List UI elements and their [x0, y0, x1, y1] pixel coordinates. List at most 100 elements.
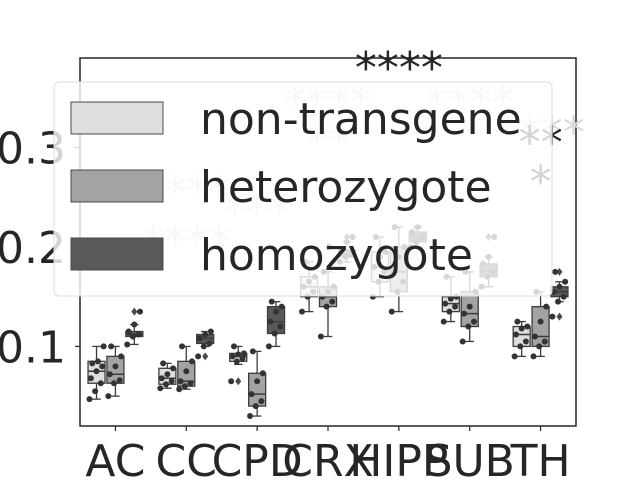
data-point — [517, 343, 524, 350]
data-point — [135, 331, 142, 338]
data-point — [196, 335, 203, 342]
data-point — [541, 338, 548, 345]
data-point — [118, 353, 125, 360]
box-CPD-homozygote — [265, 298, 286, 350]
data-point — [470, 318, 477, 325]
data-point — [273, 308, 280, 315]
data-point — [112, 363, 119, 370]
x-tick-label: AC — [85, 436, 145, 480]
data-point — [164, 371, 171, 378]
data-point — [160, 360, 167, 367]
data-point — [89, 360, 96, 367]
data-point — [299, 308, 306, 315]
data-point — [116, 377, 123, 384]
legend-swatch-homozygote — [70, 237, 164, 271]
x-tick-label: CRX — [282, 436, 373, 480]
data-point — [531, 333, 538, 340]
box-CPD-non-transgene — [228, 343, 248, 386]
data-point — [179, 343, 186, 350]
data-point — [524, 323, 531, 330]
data-point — [452, 303, 459, 310]
data-point — [562, 278, 569, 285]
data-point — [177, 378, 184, 385]
data-point — [233, 358, 240, 365]
data-point — [543, 303, 550, 310]
box-CPD-heterozygote — [247, 348, 267, 420]
box-TH-heterozygote — [530, 288, 550, 360]
data-point — [277, 323, 284, 330]
data-point — [249, 348, 256, 355]
legend: non-transgene heterozygote homozygote — [53, 81, 553, 297]
box-CC-homozygote — [195, 328, 215, 361]
box-CC-heterozygote — [176, 343, 196, 393]
data-point — [235, 351, 242, 358]
data-point — [466, 303, 473, 310]
x-tick-label: HIPP — [349, 436, 448, 480]
data-point — [549, 313, 556, 320]
legend-swatch-heterozygote — [70, 169, 164, 203]
outlier — [202, 352, 209, 361]
data-point — [86, 396, 93, 403]
data-point — [461, 310, 468, 317]
data-point — [248, 391, 255, 398]
data-point — [176, 386, 183, 393]
data-point — [108, 343, 115, 350]
data-point — [106, 371, 113, 378]
outlier — [556, 312, 563, 321]
data-point — [536, 343, 543, 350]
data-point — [518, 325, 525, 332]
data-point — [202, 331, 209, 338]
data-point — [459, 338, 466, 345]
box-AC-homozygote — [124, 307, 144, 348]
data-point — [511, 353, 518, 360]
x-tick-label: TH — [510, 436, 571, 480]
data-point — [247, 413, 254, 420]
data-point — [388, 308, 395, 315]
data-point — [99, 363, 106, 370]
legend-label-heterozygote: heterozygote — [200, 162, 492, 213]
data-point — [100, 343, 107, 350]
x-tick-label: SUB — [425, 436, 515, 480]
data-point — [187, 380, 194, 387]
data-point — [442, 300, 449, 307]
data-point — [317, 333, 324, 340]
data-point — [206, 340, 213, 347]
data-point — [447, 295, 454, 302]
x-tick-label: CPD — [212, 436, 303, 480]
data-point — [230, 343, 237, 350]
data-point — [136, 308, 143, 315]
data-point — [440, 318, 447, 325]
data-point — [92, 388, 99, 395]
data-point — [446, 308, 453, 315]
data-point — [105, 393, 112, 400]
data-point — [195, 353, 202, 360]
data-point — [268, 298, 275, 305]
data-point — [188, 358, 195, 365]
data-point — [181, 383, 188, 390]
data-point — [157, 385, 164, 392]
data-point — [94, 358, 101, 365]
data-point — [87, 375, 94, 382]
data-point — [265, 343, 272, 350]
data-point — [254, 378, 261, 385]
data-point — [200, 343, 207, 350]
data-point — [258, 398, 265, 405]
data-point — [239, 355, 246, 362]
data-point — [158, 375, 165, 382]
data-point — [162, 381, 169, 388]
data-point — [271, 330, 278, 337]
box-CC-non-transgene — [157, 360, 177, 392]
legend-frame — [53, 81, 553, 297]
box-AC-non-transgene — [86, 343, 107, 403]
data-point — [556, 283, 563, 290]
data-point — [514, 318, 521, 325]
data-point — [560, 293, 567, 300]
data-point — [170, 365, 177, 372]
data-point — [259, 370, 266, 377]
data-point — [267, 318, 274, 325]
data-point — [111, 380, 118, 387]
data-point — [207, 328, 214, 335]
y-tick-label: 0.1 — [0, 322, 66, 373]
box-AC-heterozygote — [105, 343, 125, 400]
data-point — [513, 331, 520, 338]
